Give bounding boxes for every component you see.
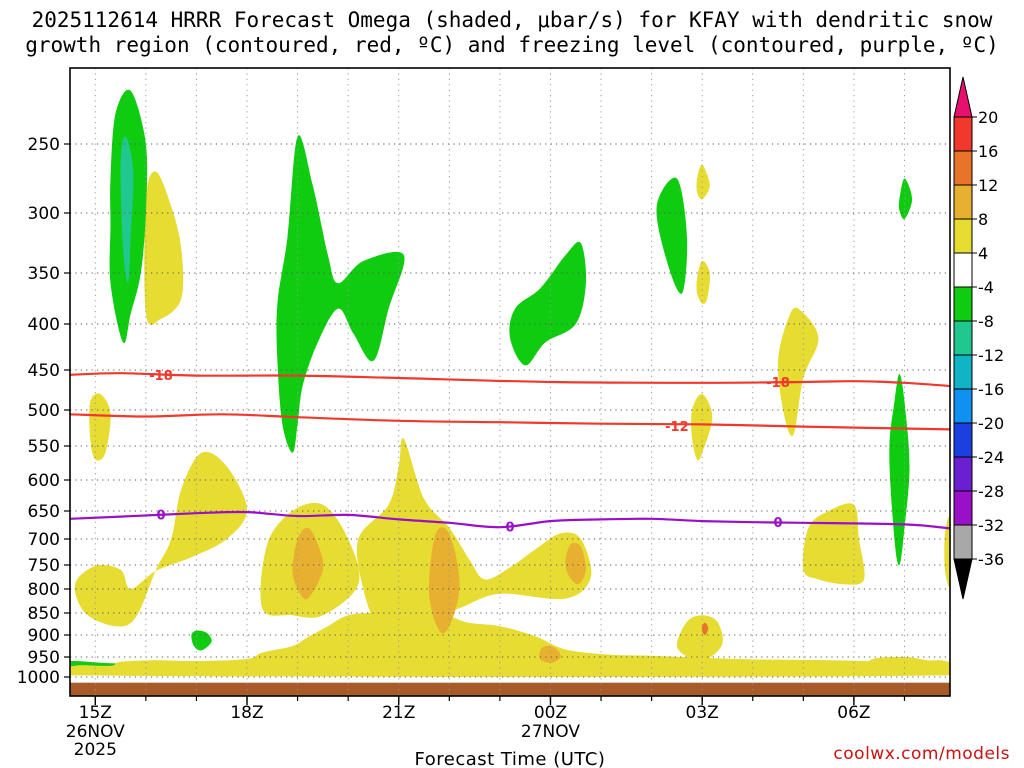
contour-label-3: 0: [157, 508, 166, 523]
colorbar-label-11: -28: [978, 482, 1004, 501]
omega-region-5: [676, 615, 723, 661]
x-tick-label-4: 03Z: [686, 703, 719, 723]
y-tick-label-450: 450: [28, 361, 60, 381]
colorbar-arrow-top: [953, 76, 973, 118]
colorbar-label-1: 16: [978, 142, 998, 161]
omega-region-9: [144, 171, 184, 325]
omega-region-2: [74, 451, 247, 627]
x-tick-label-5: 06Z: [837, 703, 870, 723]
colorbar-label-5: -4: [978, 278, 994, 297]
y-tick-label-400: 400: [28, 315, 60, 335]
contour-label-2: -12: [665, 420, 689, 435]
y-tick-label-250: 250: [28, 135, 60, 155]
surface-terrain: [70, 682, 950, 696]
colorbar-box-13: [953, 524, 973, 560]
omega-region-27: [191, 630, 212, 651]
y-tick-label-800: 800: [28, 580, 60, 600]
site-credit[interactable]: coolwx.com/models: [833, 744, 1010, 764]
colorbar-label-0: 20: [978, 108, 998, 127]
omega-region-11: [696, 164, 710, 200]
x-tick-label-2: 21Z: [382, 703, 415, 723]
omega-region-15: [292, 527, 324, 600]
colorbar-label-6: -8: [978, 312, 994, 331]
colorbar-label-10: -24: [978, 448, 1004, 467]
contour-label-1: -18: [766, 376, 790, 391]
omega-region-22: [276, 135, 405, 453]
omega-region-12: [696, 260, 710, 304]
colorbar-box-6: [953, 286, 973, 322]
colorbar-box-4: [953, 218, 973, 254]
y-tick-label-500: 500: [28, 401, 60, 421]
omega-region-26: [889, 374, 910, 566]
omega-region-4: [356, 437, 592, 629]
y-tick-label-750: 750: [28, 556, 60, 576]
colorbar-box-8: [953, 354, 973, 390]
colorbar-label-2: 12: [978, 176, 998, 195]
y-tick-label-350: 350: [28, 264, 60, 284]
colorbar-label-9: -20: [978, 414, 1004, 433]
colorbar-box-10: [953, 422, 973, 458]
plot-frame: [69, 67, 951, 697]
x-tick-sublabel-0-0: 26NOV: [66, 722, 125, 742]
omega-region-13: [777, 307, 819, 437]
omega-region-19: [701, 622, 709, 636]
y-tick-label-550: 550: [28, 437, 60, 457]
y-tick-label-600: 600: [28, 471, 60, 491]
colorbar-box-5: [953, 252, 973, 288]
colorbar-label-13: -36: [978, 550, 1004, 569]
y-tick-label-700: 700: [28, 530, 60, 550]
omega-region-24: [656, 177, 688, 294]
y-tick-label-300: 300: [28, 204, 60, 224]
colorbar-label-4: 4: [978, 244, 988, 263]
colorbar-label-12: -32: [978, 516, 1004, 535]
y-tick-label-950: 950: [28, 648, 60, 668]
omega-region-6: [802, 503, 865, 585]
colorbar-label-3: 8: [978, 210, 988, 229]
colorbar-box-11: [953, 456, 973, 492]
omega-region-7: [944, 516, 950, 587]
omega-region-8: [868, 656, 935, 667]
omega-region-10: [89, 393, 111, 461]
colorbar-box-2: [953, 150, 973, 186]
colorbar-box-9: [953, 388, 973, 424]
omega-region-17: [565, 542, 586, 585]
y-tick-label-1000: 1000: [17, 668, 60, 688]
chart-title-line-1: 2025112614 HRRR Forecast Omega (shaded, …: [31, 8, 993, 32]
colorbar-box-12: [953, 490, 973, 526]
omega-region-1: [70, 605, 950, 677]
contour-label-5: 0: [774, 516, 783, 531]
omega-region-23: [509, 241, 587, 366]
colorbar-label-7: -12: [978, 346, 1004, 365]
omega-region-18: [539, 645, 561, 664]
contour-label-0: -18: [149, 369, 173, 384]
colorbar-box-3: [953, 184, 973, 220]
y-tick-label-850: 850: [28, 604, 60, 624]
y-tick-label-650: 650: [28, 502, 60, 522]
omega-region-21: [120, 136, 134, 284]
contour-line-0: [69, 372, 951, 388]
x-tick-label-1: 18Z: [230, 703, 263, 723]
omega-region-16: [428, 527, 460, 634]
colorbar-label-8: -16: [978, 380, 1004, 399]
omega-region-14: [691, 393, 713, 461]
chart-title-line-2: growth region (contoured, red, ºC) and f…: [25, 33, 999, 57]
x-tick-label-0: 15Z: [79, 703, 112, 723]
x-tick-label-3: 00Z: [534, 703, 567, 723]
colorbar-arrow-bottom: [953, 558, 973, 600]
contour-line-1: [69, 413, 951, 431]
y-tick-label-900: 900: [28, 626, 60, 646]
omega-region-25: [898, 178, 913, 220]
x-axis-label: Forecast Time (UTC): [415, 749, 606, 768]
x-tick-sublabel-3-0: 27NOV: [521, 722, 580, 742]
colorbar-box-1: [953, 116, 973, 152]
colorbar-box-7: [953, 320, 973, 356]
contour-label-4: 0: [505, 521, 514, 536]
contour-line-2: [69, 510, 951, 530]
x-tick-sublabel-0-1: 2025: [74, 740, 117, 760]
